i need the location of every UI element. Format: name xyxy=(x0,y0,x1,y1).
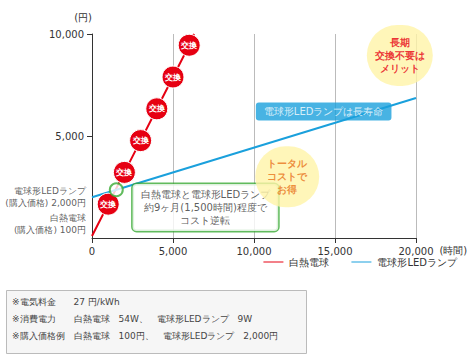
svg-text:電球形LEDランプ: 電球形LEDランプ xyxy=(14,186,87,196)
svg-text:※購入価格例 白熱電球 100円、 電球形LEDランプ 2,: ※購入価格例 白熱電球 100円、 電球形LEDランプ 2,000円 xyxy=(12,331,278,341)
svg-text:交換: 交換 xyxy=(115,167,133,177)
svg-text:※消費電力 白熱電球 54W、 電球形LEDランプ 9W: ※消費電力 白熱電球 54W、 電球形LEDランプ 9W xyxy=(12,314,252,324)
svg-text:交換不要は: 交換不要は xyxy=(374,50,425,61)
svg-text:※電気料金 27 円/kWh: ※電気料金 27 円/kWh xyxy=(12,297,120,307)
svg-text:20,000: 20,000 xyxy=(399,246,434,257)
svg-text:(円): (円) xyxy=(74,12,92,23)
svg-text:交換: 交換 xyxy=(132,135,150,145)
svg-text:メリット: メリット xyxy=(380,63,420,74)
svg-text:コストで: コストで xyxy=(267,171,308,182)
svg-text:白熱電球: 白熱電球 xyxy=(289,257,329,268)
svg-text:交換: 交換 xyxy=(180,40,198,50)
svg-text:(購入価格) 2,000円: (購入価格) 2,000円 xyxy=(5,198,86,208)
svg-text:0: 0 xyxy=(89,246,95,257)
svg-text:白熱電球と電球形LEDランプ: 白熱電球と電球形LEDランプ xyxy=(141,189,272,200)
svg-text:長期: 長期 xyxy=(389,37,410,48)
svg-text:電球形LEDランプ: 電球形LEDランプ xyxy=(377,257,458,268)
svg-text:約9ヶ月(1,500時間)程度で: 約9ヶ月(1,500時間)程度で xyxy=(144,202,268,213)
svg-text:白熱電球: 白熱電球 xyxy=(50,213,86,223)
svg-text:15,000: 15,000 xyxy=(318,246,353,257)
svg-text:トータル: トータル xyxy=(267,158,308,169)
svg-text:交換: 交換 xyxy=(164,72,182,82)
svg-text:10,000: 10,000 xyxy=(237,246,272,257)
svg-text:5,000: 5,000 xyxy=(55,131,84,142)
svg-text:10,000: 10,000 xyxy=(49,29,84,40)
svg-text:(時間): (時間) xyxy=(439,245,467,256)
svg-text:5,000: 5,000 xyxy=(159,246,188,257)
svg-text:コスト逆転: コスト逆転 xyxy=(180,215,230,226)
svg-text:交換: 交換 xyxy=(99,199,117,209)
svg-text:電球形LEDランプは長寿命: 電球形LEDランプは長寿命 xyxy=(264,106,384,117)
svg-text:お得: お得 xyxy=(277,184,297,195)
svg-text:(購入価格) 100円: (購入価格) 100円 xyxy=(14,225,86,235)
svg-text:交換: 交換 xyxy=(148,103,166,113)
